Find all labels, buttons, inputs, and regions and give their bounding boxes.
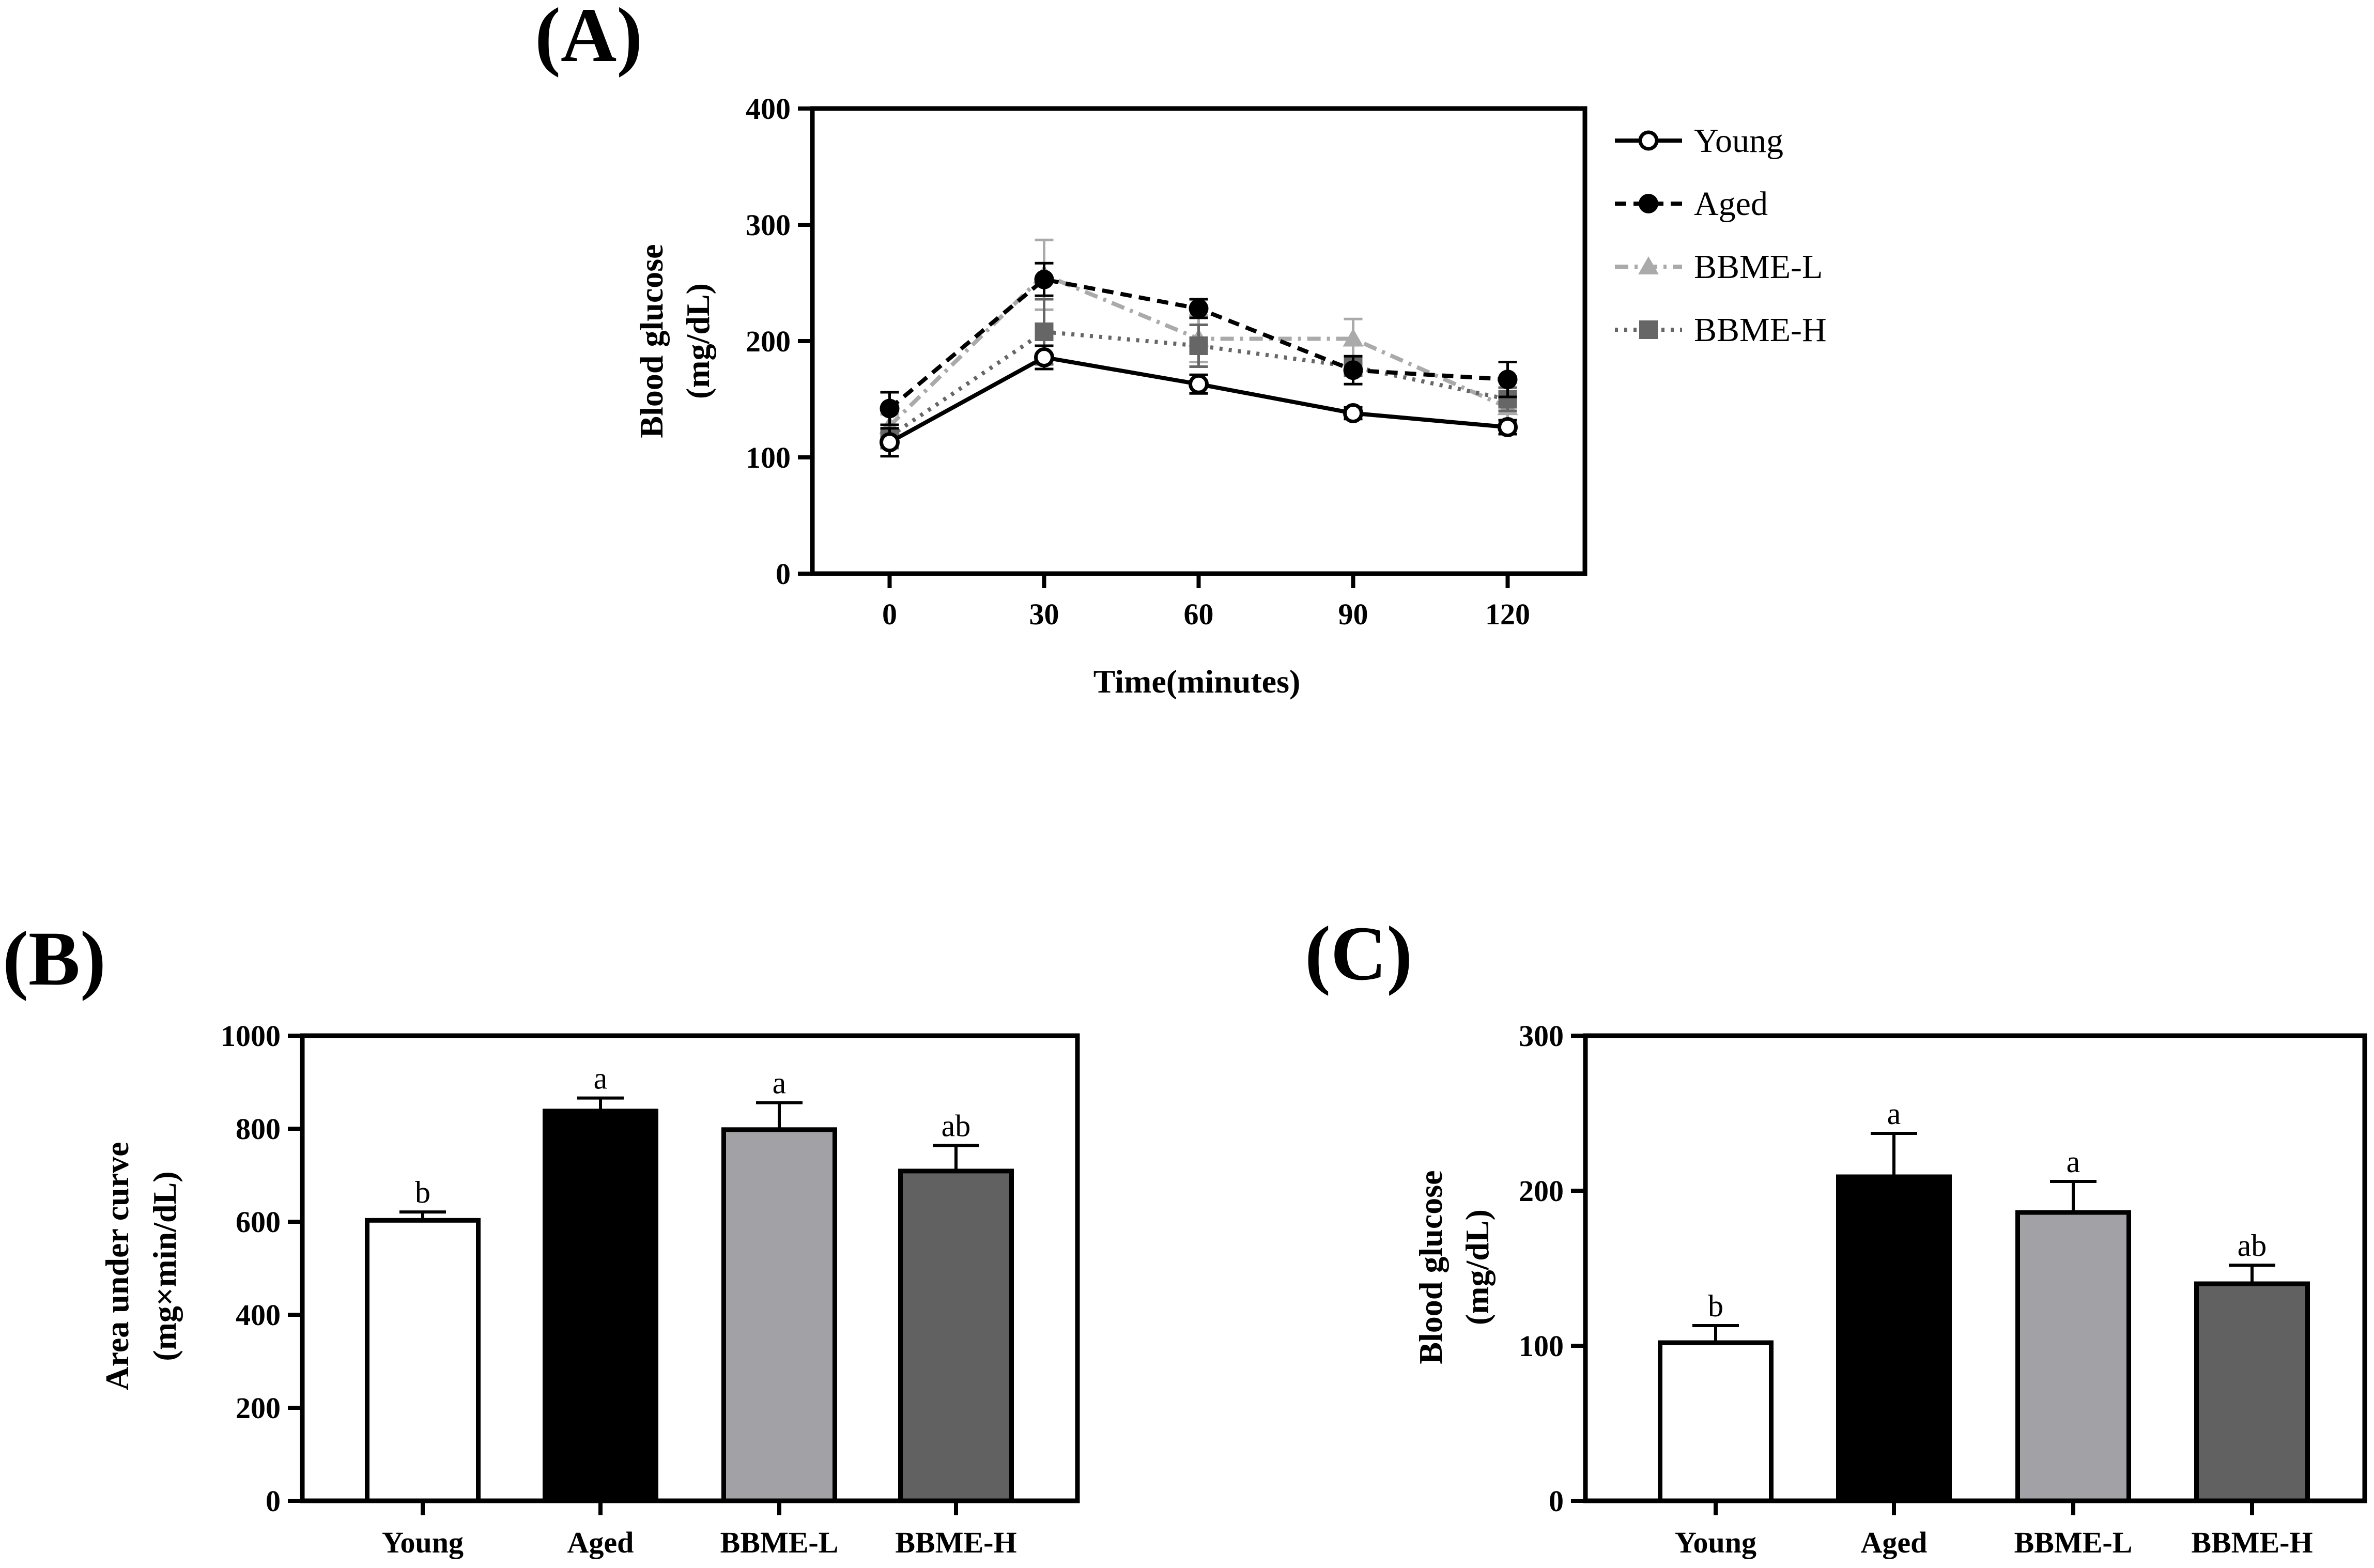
panel-a-line-bbme-h xyxy=(888,329,1508,438)
panel-b-x-tick-label: BBME-H xyxy=(895,1526,1016,1559)
panel-a-legend: Young Aged BBME-L BBME-H xyxy=(1615,122,1827,349)
panel-c-y-tick-label: 100 xyxy=(1519,1329,1564,1363)
panel-c-bar-bbme-l xyxy=(2015,1210,2131,1503)
panel-b-axes: 0 200 400 600 800 1000 Young Aged BBME-L BBME-H xyxy=(221,1019,1017,1559)
panel-c-x-tick-label: Aged xyxy=(1861,1526,1928,1559)
panel-c-y-tick-label: 0 xyxy=(1549,1484,1564,1518)
panel-a-x-tick-label: 60 xyxy=(1184,597,1214,631)
panel-a-axes: 0 100 200 300 400 0 30 60 90 120 xyxy=(746,92,1530,631)
panel-b-significance-label: b xyxy=(415,1175,430,1209)
panel-a-x-axis-title: Time(minutes) xyxy=(1093,663,1301,700)
panel-a-point xyxy=(1343,328,1364,347)
panel-a-legend-marker xyxy=(1639,320,1658,339)
panel-a-point xyxy=(1034,347,1054,367)
panel-c-x-tick-label: BBME-H xyxy=(2191,1526,2313,1559)
panel-c-significance-label: a xyxy=(2067,1145,2080,1179)
panel-a-point xyxy=(1034,269,1054,289)
panel-a-point xyxy=(1189,336,1208,355)
panel-b-significance-label: a xyxy=(773,1066,787,1100)
panel-b-x-tick-label: Aged xyxy=(567,1526,634,1559)
panel-b-y-tick-label: 800 xyxy=(236,1112,281,1146)
panel-a-x-tick-label: 90 xyxy=(1338,597,1368,631)
panel-a-point xyxy=(880,432,900,453)
panel-c-y-tick-label: 200 xyxy=(1519,1174,1564,1208)
panel-b-bars: b a a ab xyxy=(365,1062,1014,1503)
panel-c: (C) b a a ab 0 100 200 300 Young Aged BBME-L BBME-… xyxy=(1305,911,2367,1559)
panel-a-point xyxy=(1189,374,1209,394)
panel-c-significance-label: a xyxy=(1887,1097,1901,1131)
panel-b-x-tick-label: Young xyxy=(382,1526,464,1559)
panel-a-y-tick-label: 0 xyxy=(776,557,791,591)
panel-a-legend-marker xyxy=(1639,194,1658,213)
panel-b: (B) b a a ab 0 200 400 600 800 1000 Young Aged BBME… xyxy=(3,916,1080,1559)
panel-a-x-tick-label: 30 xyxy=(1029,597,1059,631)
panel-a-series-aged xyxy=(880,262,1518,426)
panel-a-legend-label: Aged xyxy=(1694,185,1768,223)
panel-a-point xyxy=(1498,370,1518,390)
panel-a-y-tick-label: 400 xyxy=(746,92,791,126)
panel-b-bar-aged xyxy=(543,1109,658,1503)
panel-a-point xyxy=(1498,417,1518,437)
panel-a-series xyxy=(879,238,1518,458)
panel-a-legend-item: Aged xyxy=(1615,185,1768,223)
panel-c-bar-aged xyxy=(1836,1174,1952,1503)
panel-b-significance-label: ab xyxy=(942,1109,971,1143)
panel-b-y-tick-label: 0 xyxy=(266,1484,281,1518)
panel-a-legend-label: BBME-L xyxy=(1694,248,1823,286)
panel-c-x-tick-label: Young xyxy=(1675,1526,1756,1559)
panel-c-bars: b a a ab xyxy=(1658,1097,2310,1503)
panel-a-point xyxy=(1189,299,1209,318)
panel-a-legend-label: Young xyxy=(1694,122,1783,160)
panel-b-plot-frame xyxy=(300,1033,1080,1503)
panel-b-x-tick-label: BBME-L xyxy=(720,1526,839,1559)
panel-c-y-axis-title: Blood glucose xyxy=(1412,1170,1449,1364)
panel-b-label: (B) xyxy=(3,916,106,1002)
panel-a-legend-label: BBME-H xyxy=(1694,311,1827,349)
panel-b-y-axis-unit: (mg×min/dL) xyxy=(146,1171,183,1361)
panel-b-bar-bbme-l xyxy=(721,1127,837,1503)
panel-a-legend-item: Young xyxy=(1615,122,1783,160)
panel-c-bar-bbme-h xyxy=(2194,1281,2310,1503)
panel-b-significance-label: a xyxy=(594,1062,608,1096)
panel-a-legend-marker xyxy=(1638,256,1659,274)
panel-c-axes: 0 100 200 300 Young Aged BBME-L BBME-H xyxy=(1519,1019,2313,1559)
panel-b-y-axis-title: Area under curve xyxy=(99,1142,135,1390)
panel-b-bar-bbme-h xyxy=(898,1169,1014,1503)
panel-b-y-tick-label: 400 xyxy=(236,1298,281,1332)
panel-a-label: (A) xyxy=(535,0,642,78)
panel-a-line-young xyxy=(888,355,1508,444)
panel-c-significance-label: ab xyxy=(2238,1228,2267,1263)
panel-a-legend-item: BBME-L xyxy=(1615,248,1823,286)
panel-c-x-tick-label: BBME-L xyxy=(2014,1526,2133,1559)
panel-b-bar-young xyxy=(365,1218,481,1503)
panel-a-y-tick-label: 100 xyxy=(746,441,791,474)
panel-a-y-axis-title: Blood glucose xyxy=(633,244,670,438)
panel-a-x-tick-label: 120 xyxy=(1485,597,1530,631)
panel-a-series-young xyxy=(880,344,1518,458)
panel-a-legend-marker xyxy=(1638,130,1659,151)
panel-a-point xyxy=(1035,322,1054,341)
panel-a-x-tick-label: 0 xyxy=(882,597,897,631)
panel-c-bar-young xyxy=(1658,1340,1774,1503)
panel-c-y-tick-label: 300 xyxy=(1519,1019,1564,1053)
panel-a-legend-item: BBME-H xyxy=(1615,311,1827,349)
panel-a-y-tick-label: 300 xyxy=(746,208,791,242)
panel-b-y-tick-label: 200 xyxy=(236,1391,281,1425)
panel-a-point xyxy=(880,398,900,419)
panel-c-label: (C) xyxy=(1305,911,1412,996)
panel-c-significance-label: b xyxy=(1708,1289,1723,1323)
panel-a-point xyxy=(1343,403,1363,423)
panel-a: (A) 0 100 200 300 400 0 30 60 90 120 Time(minutes… xyxy=(535,0,1827,700)
panel-a-point xyxy=(1343,360,1363,380)
panel-b-y-tick-label: 600 xyxy=(236,1205,281,1239)
panel-b-y-tick-label: 1000 xyxy=(221,1019,281,1053)
panel-a-y-axis-unit: (mg/dL) xyxy=(680,283,716,399)
panel-a-y-tick-label: 200 xyxy=(746,325,791,358)
panel-c-plot-frame xyxy=(1583,1033,2367,1503)
panel-c-y-axis-unit: (mg/dL) xyxy=(1459,1209,1496,1325)
